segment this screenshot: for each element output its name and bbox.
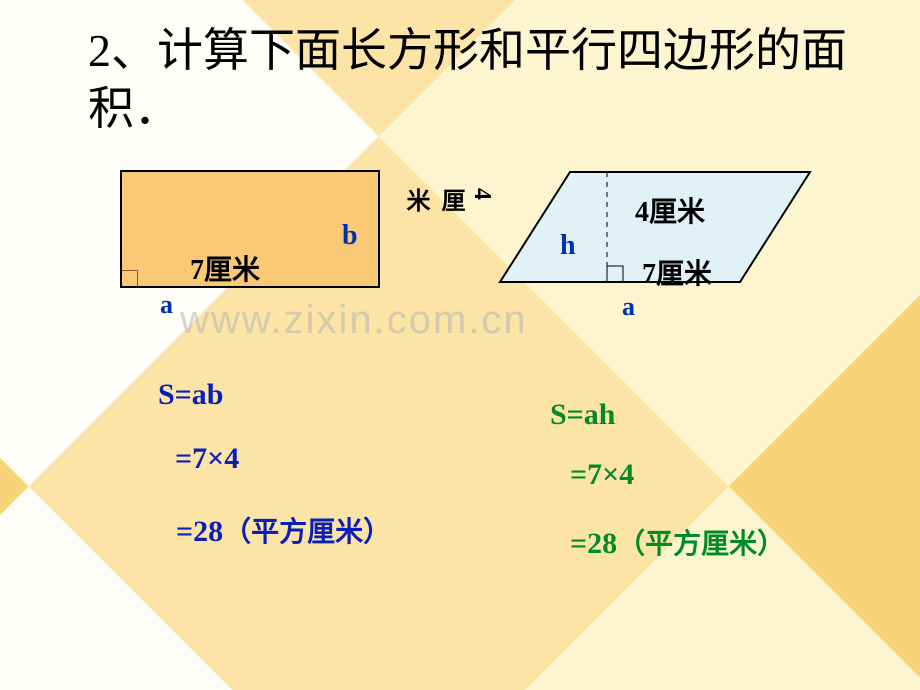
rectangle-height-label: 4厘米 (398, 188, 495, 214)
question-title: 2、计算下面长方形和平行四边形的面积． (88, 22, 848, 137)
watermark-text: www.zixin.com.cn (180, 298, 528, 343)
rect-result: =28（平方厘米） (176, 510, 391, 550)
para-result-value: =28 (570, 527, 617, 560)
rectangle-var-b: b (342, 220, 358, 252)
rect-result-value: =28 (176, 515, 223, 548)
para-step: =7×4 (570, 458, 634, 492)
rectangle-width-label: 7厘米 (190, 248, 260, 288)
para-result: =28（平方厘米） (570, 522, 785, 562)
para-formula: S=ah (550, 398, 615, 432)
rect-step: =7×4 (175, 442, 239, 476)
right-angle-marker (122, 270, 138, 286)
parallelogram-base-var: a (622, 292, 635, 322)
parallelogram-top-label: 4厘米 (635, 190, 705, 230)
rect-formula: S=ab (158, 378, 223, 412)
parallelogram-base-label: 7厘米 (642, 252, 712, 292)
rectangle-var-a: a (160, 290, 173, 320)
para-result-unit: （平方厘米） (617, 529, 785, 560)
rect-result-unit: （平方厘米） (223, 517, 391, 548)
parallelogram-height-var: h (560, 230, 576, 262)
